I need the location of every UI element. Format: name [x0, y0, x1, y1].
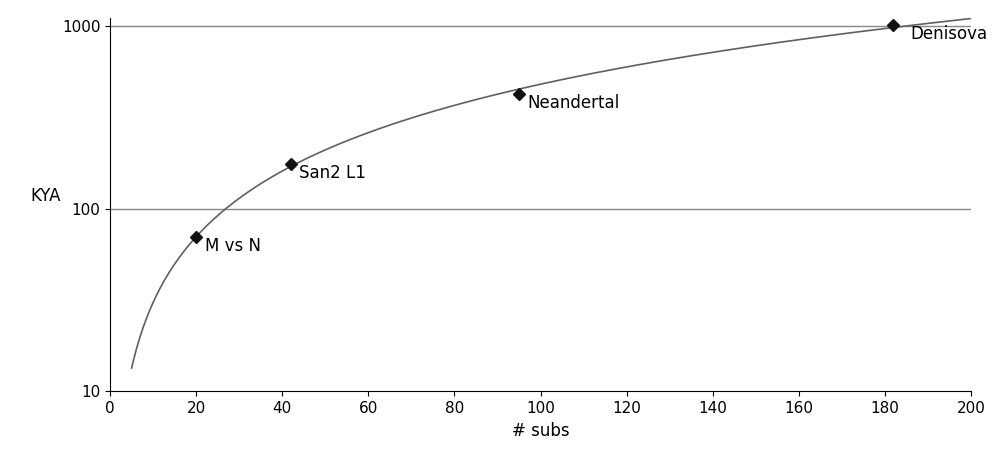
Text: Denisova: Denisova	[911, 25, 988, 43]
X-axis label: # subs: # subs	[512, 422, 570, 440]
Text: San2 L1: San2 L1	[299, 164, 366, 182]
Text: Neandertal: Neandertal	[528, 94, 620, 111]
Text: M vs N: M vs N	[205, 237, 261, 255]
Y-axis label: KYA: KYA	[30, 187, 60, 205]
